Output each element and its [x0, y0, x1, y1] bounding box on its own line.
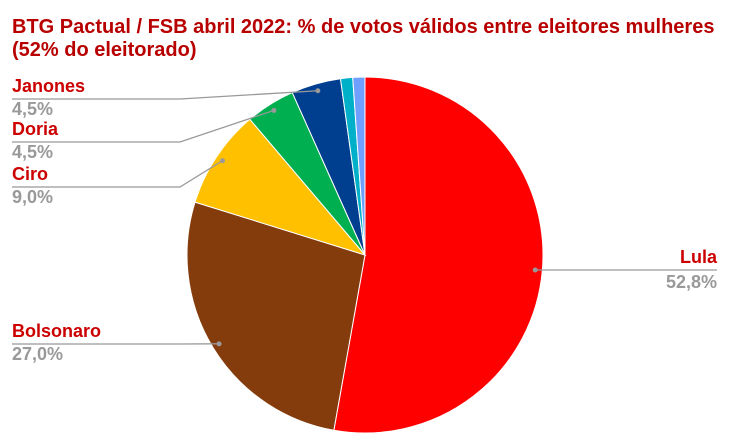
value-label: 27,0%	[12, 344, 63, 364]
slice-label: Doria	[12, 119, 59, 139]
leader-line	[12, 160, 223, 188]
value-label: 4,5%	[12, 99, 53, 119]
leader-dot	[532, 267, 538, 273]
slice-label: Lula	[680, 247, 718, 267]
value-label: 52,8%	[666, 272, 717, 292]
leader-dot	[315, 88, 321, 94]
slice-label: Janones	[12, 76, 85, 96]
value-label: 9,0%	[12, 187, 53, 207]
leader-line	[12, 109, 275, 143]
pie-slice	[194, 118, 367, 256]
leader-dot	[219, 158, 225, 164]
chart-title: BTG Pactual / FSB abril 2022: % de votos…	[12, 16, 715, 61]
pie-slice	[352, 76, 366, 256]
leader-dot	[271, 107, 277, 113]
leader-line	[12, 90, 318, 100]
value-label: 4,5%	[12, 142, 53, 162]
leader-dot	[216, 341, 222, 347]
slice-label: Bolsonaro	[12, 321, 101, 341]
slice-label: Ciro	[12, 164, 48, 184]
pie-slice	[186, 201, 366, 431]
